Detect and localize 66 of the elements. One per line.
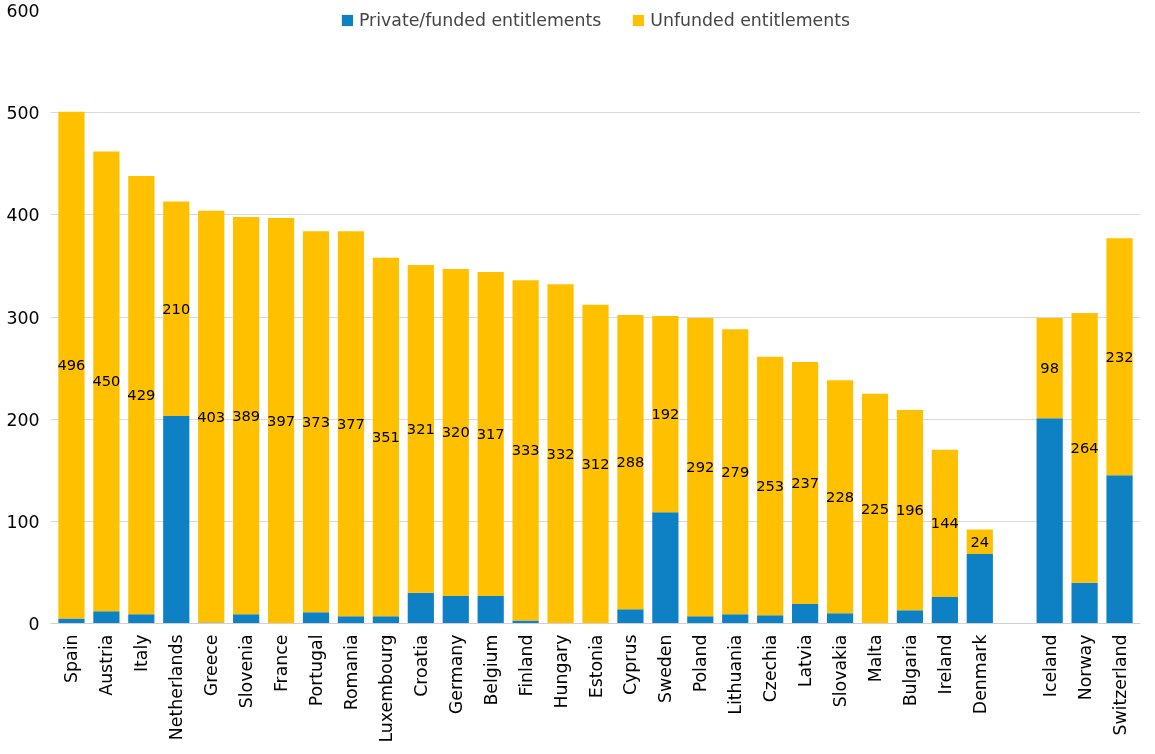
data-label: 253 xyxy=(756,477,785,495)
x-tick-label: Norway xyxy=(1074,634,1095,701)
data-label: 496 xyxy=(57,356,86,374)
x-tick-label: Poland xyxy=(690,634,711,693)
data-label: 228 xyxy=(826,487,855,505)
x-tick-label: Netherlands xyxy=(166,634,187,741)
y-tick-label: 200 xyxy=(6,409,40,430)
x-tick-label: Italy xyxy=(131,634,152,673)
data-label: 192 xyxy=(651,405,680,423)
legend-label: Private/funded entitlements xyxy=(358,10,602,30)
x-tick-label: Belgium xyxy=(480,634,501,706)
y-tick-label: 500 xyxy=(6,103,40,124)
data-label: 225 xyxy=(861,499,889,517)
x-tick-label: Bulgaria xyxy=(899,634,920,707)
x-tick-label: Portugal xyxy=(306,634,327,707)
data-label: 377 xyxy=(336,414,365,432)
legend-label: Unfunded entitlements xyxy=(650,10,851,30)
data-label: 333 xyxy=(511,441,540,459)
x-tick-label: Germany xyxy=(445,634,466,715)
x-tick-label: Romania xyxy=(340,634,361,711)
x-tick-label: Luxembourg xyxy=(375,634,396,743)
x-tick-label: Ireland xyxy=(934,634,955,695)
data-label: 264 xyxy=(1070,438,1099,456)
x-tick-label: Denmark xyxy=(969,634,990,715)
data-label: 403 xyxy=(197,407,226,425)
data-label: 24 xyxy=(970,532,990,550)
data-label: 351 xyxy=(371,428,400,446)
x-tick-label: Hungary xyxy=(550,634,571,709)
x-tick-label: Austria xyxy=(96,634,117,696)
y-tick-label: 100 xyxy=(6,511,40,532)
data-label: 144 xyxy=(930,514,959,532)
x-tick-label: Sweden xyxy=(655,634,676,703)
data-label: 397 xyxy=(267,411,296,429)
x-tick-label: Slovenia xyxy=(236,634,257,709)
x-tick-label: Slovakia xyxy=(830,634,851,708)
x-tick-label: Spain xyxy=(61,634,82,683)
data-label: 320 xyxy=(441,423,470,441)
data-label: 389 xyxy=(232,406,261,424)
data-label: 98 xyxy=(1040,359,1059,377)
x-tick-label: Iceland xyxy=(1039,634,1060,698)
x-tick-label: Malta xyxy=(864,634,885,683)
x-tick-label: Switzerland xyxy=(1109,634,1130,736)
y-tick-label: 600 xyxy=(6,1,40,21)
x-tick-label: Finland xyxy=(515,634,536,697)
data-label: 373 xyxy=(302,412,331,430)
y-tick-label: 400 xyxy=(6,205,40,226)
y-tick-label: 300 xyxy=(6,307,40,328)
x-tick-label: Czechia xyxy=(760,634,781,703)
data-label: 237 xyxy=(791,474,820,492)
x-tick-label: Latvia xyxy=(795,634,816,688)
x-tick-label: Cyprus xyxy=(620,634,641,695)
x-tick-label: Lithuania xyxy=(725,634,746,715)
x-tick-label: Croatia xyxy=(410,634,431,697)
x-tick-label: Estonia xyxy=(585,634,606,699)
data-label: 292 xyxy=(686,458,715,476)
data-label: 196 xyxy=(895,501,924,519)
data-label: 312 xyxy=(581,455,610,473)
data-label: 232 xyxy=(1105,347,1134,365)
x-tick-label: France xyxy=(271,634,292,693)
data-label: 450 xyxy=(92,372,121,390)
x-tick-label: Greece xyxy=(201,634,222,697)
data-label: 332 xyxy=(546,444,575,462)
data-label: 288 xyxy=(616,453,645,471)
y-tick-label: 0 xyxy=(28,614,40,634)
data-label: 321 xyxy=(406,419,435,437)
data-label: 317 xyxy=(476,424,505,442)
